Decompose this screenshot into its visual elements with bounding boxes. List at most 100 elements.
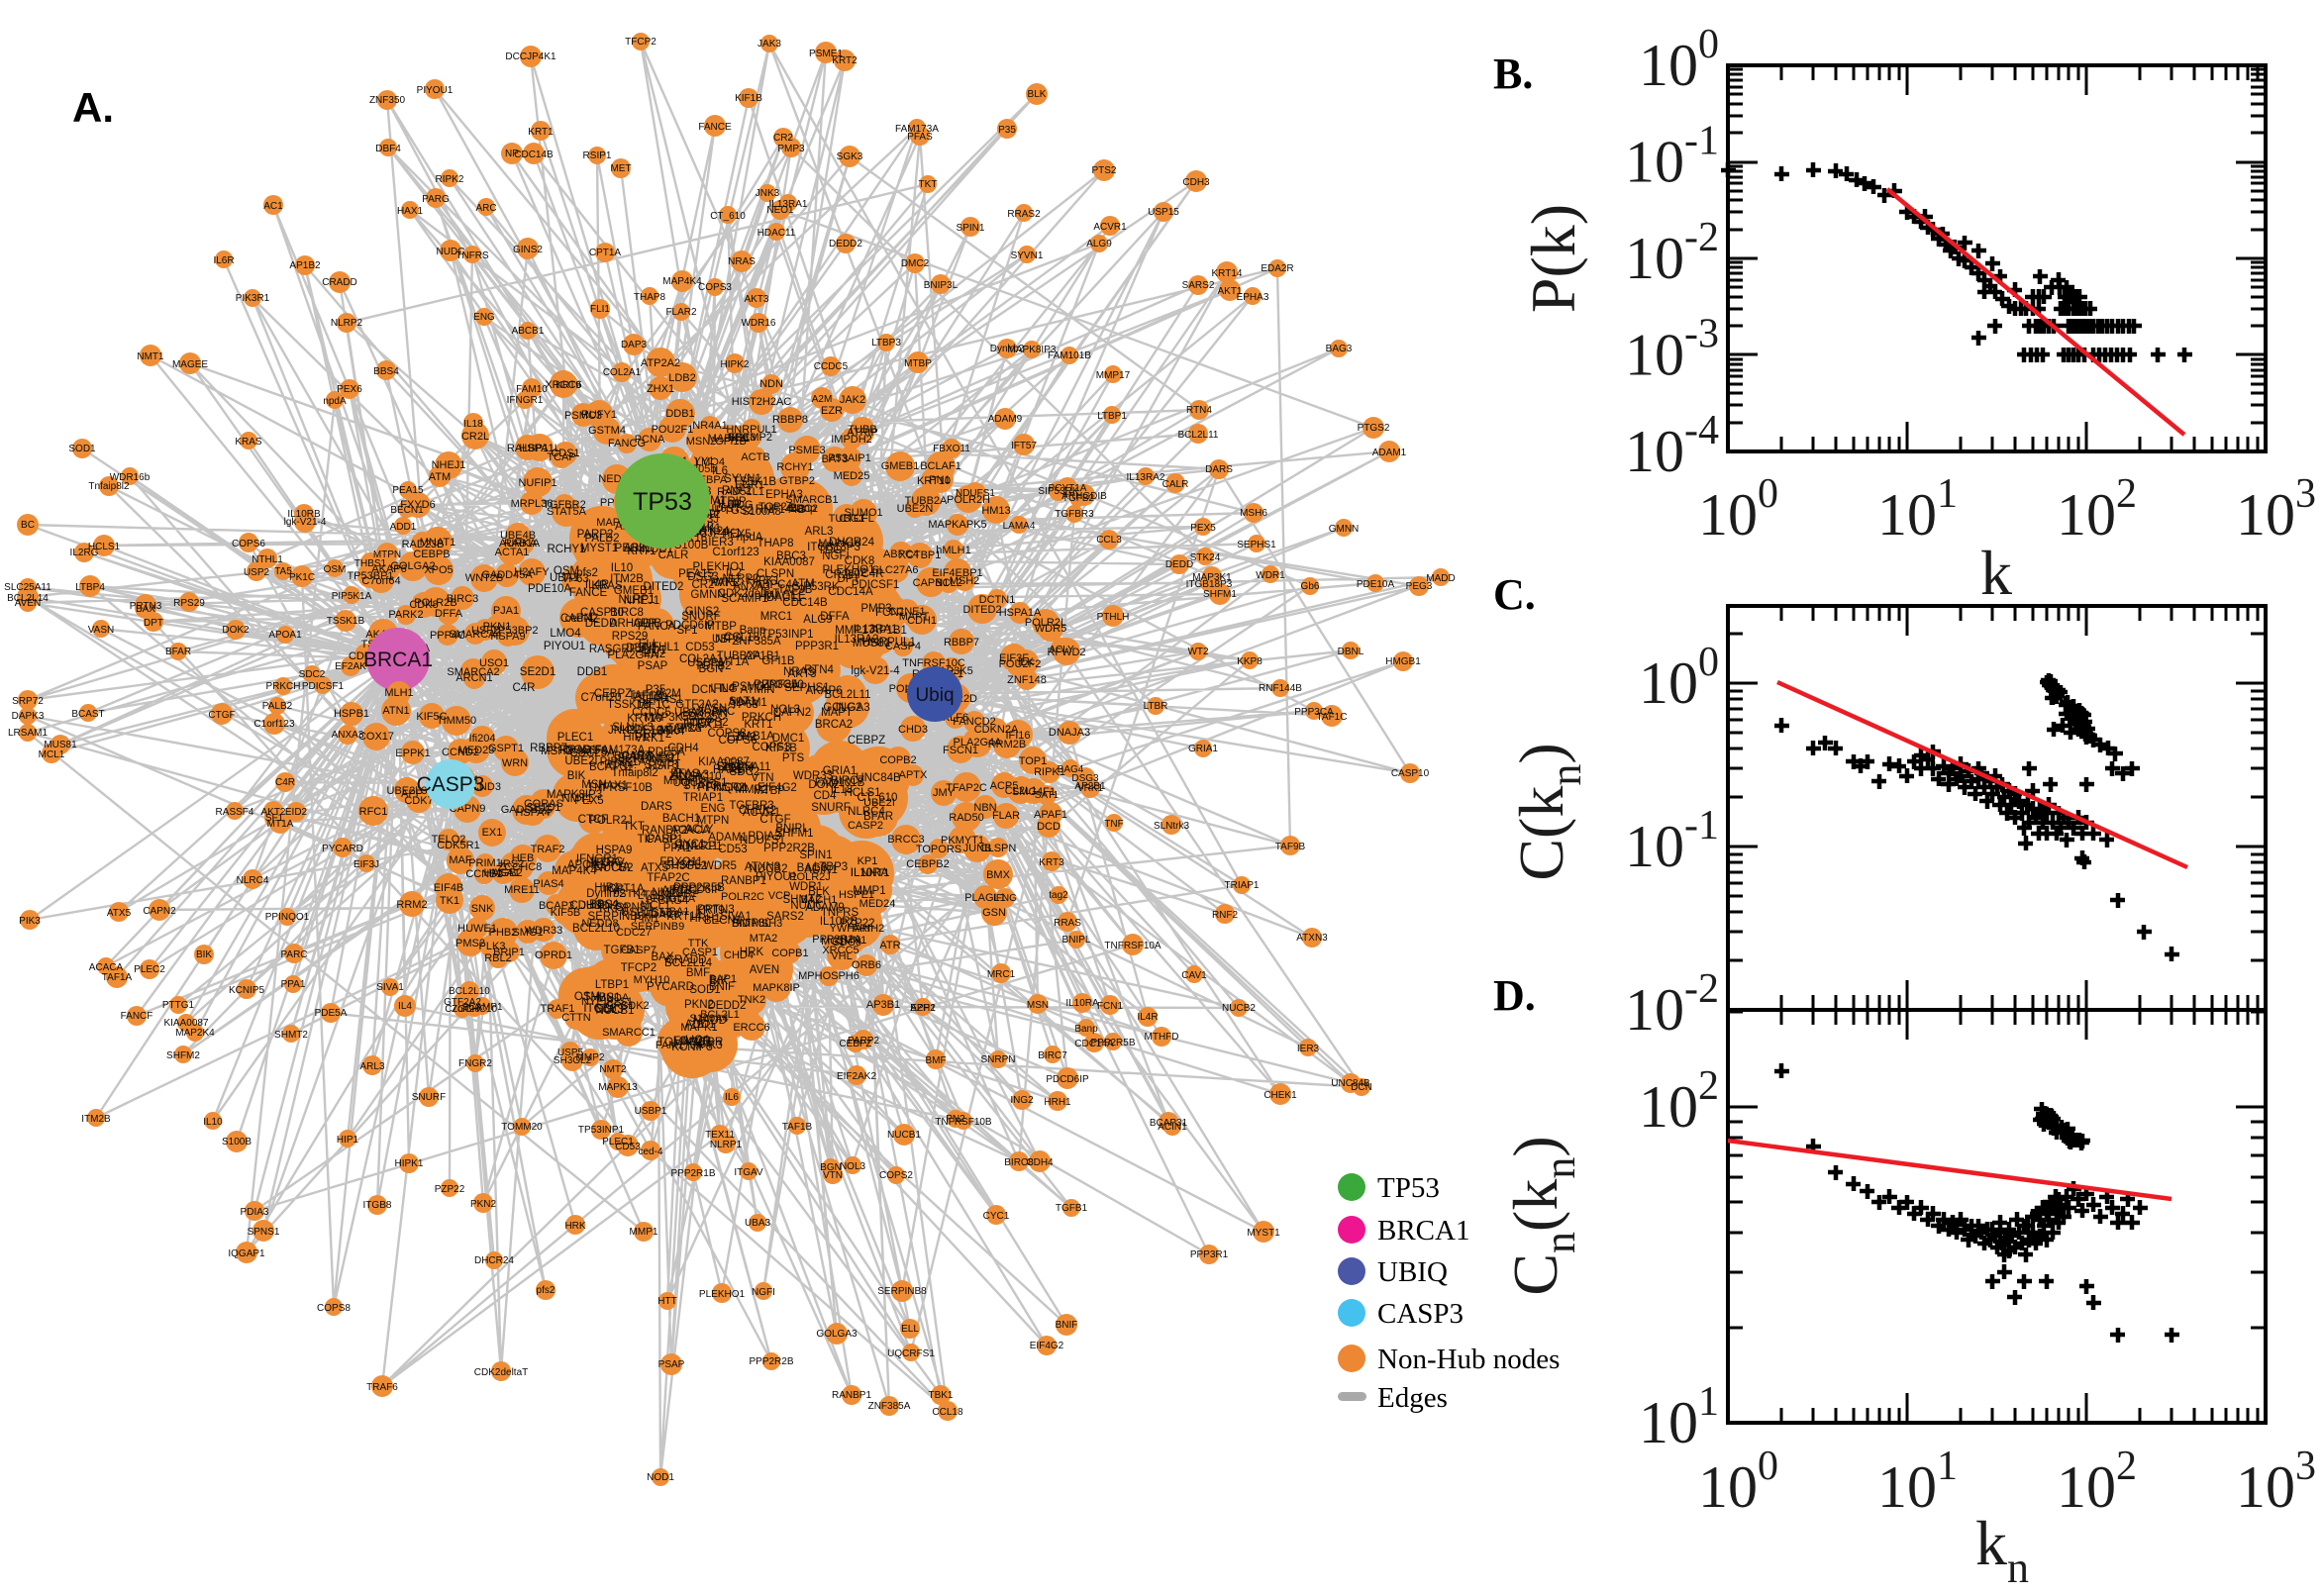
- svg-text:MAGEE: MAGEE: [764, 590, 806, 602]
- svg-text:LDB2: LDB2: [668, 372, 696, 384]
- svg-text:hMLH1: hMLH1: [936, 545, 970, 556]
- svg-text:CHD4: CHD4: [724, 949, 754, 961]
- svg-text:NUCB2: NUCB2: [1222, 1003, 1256, 1014]
- svg-text:PDE10A: PDE10A: [528, 583, 571, 595]
- svg-text:PFAS: PFAS: [670, 768, 700, 780]
- svg-text:DCN: DCN: [729, 763, 754, 775]
- svg-text:STAT3: STAT3: [645, 759, 678, 771]
- svg-text:SIP53RK: SIP53RK: [792, 581, 840, 593]
- svg-text:BNIPL: BNIPL: [775, 823, 809, 835]
- svg-text:NEDD8: NEDD8: [581, 918, 618, 930]
- svg-text:FLAR2: FLAR2: [665, 307, 697, 318]
- svg-text:ATX5: ATX5: [641, 862, 668, 874]
- svg-text:PARP2: PARP2: [848, 1036, 879, 1047]
- svg-text:GMNN: GMNN: [1329, 524, 1360, 535]
- svg-text:GOLGA2: GOLGA2: [390, 560, 435, 572]
- svg-text:PPINQO1: PPINQO1: [697, 782, 748, 794]
- svg-text:IFNGR1: IFNGR1: [507, 395, 544, 406]
- svg-text:CCL18: CCL18: [932, 1407, 963, 1418]
- svg-text:CYC1: CYC1: [983, 1211, 1010, 1222]
- svg-text:CCNE1: CCNE1: [888, 606, 925, 618]
- svg-text:MMP1: MMP1: [630, 1227, 658, 1238]
- svg-text:MTHFD: MTHFD: [1145, 1032, 1179, 1043]
- svg-text:RTN4: RTN4: [604, 759, 634, 771]
- svg-text:MYH10: MYH10: [634, 974, 670, 986]
- svg-text:TK1: TK1: [440, 895, 459, 907]
- svg-text:GFI1B: GFI1B: [761, 655, 795, 667]
- svg-text:PIYOU1: PIYOU1: [544, 641, 585, 652]
- svg-text:BCL2L11: BCL2L11: [1178, 430, 1219, 441]
- svg-text:PDICSF1: PDICSF1: [302, 681, 345, 692]
- svg-text:MTBP: MTBP: [705, 621, 737, 633]
- svg-text:BNIPL: BNIPL: [1062, 935, 1091, 946]
- svg-text:PPP3CA: PPP3CA: [1294, 707, 1334, 718]
- svg-text:DPT: DPT: [144, 618, 163, 629]
- svg-text:USBP1: USBP1: [635, 1106, 667, 1117]
- svg-text:SLNtrk3: SLNtrk3: [1154, 821, 1190, 832]
- svg-text:ADD1: ADD1: [390, 522, 417, 533]
- svg-text:TSSK1B: TSSK1B: [327, 616, 365, 627]
- svg-text:FANCG: FANCG: [608, 438, 646, 449]
- svg-text:DCCJP4K1: DCCJP4K1: [505, 51, 556, 62]
- svg-text:LMO4: LMO4: [550, 628, 581, 640]
- svg-text:ITM2B: ITM2B: [81, 1114, 111, 1125]
- svg-text:KRT1: KRT1: [744, 719, 772, 731]
- svg-text:ACACA: ACACA: [89, 962, 124, 973]
- svg-text:CEBPB2: CEBPB2: [906, 858, 949, 870]
- svg-text:PPP3CA: PPP3CA: [754, 679, 799, 691]
- svg-text:NRAS: NRAS: [783, 666, 815, 678]
- svg-text:LTBR: LTBR: [1144, 701, 1168, 712]
- svg-text:Tnfaip8l2: Tnfaip8l2: [88, 481, 130, 492]
- svg-text:DMC1: DMC1: [772, 733, 805, 745]
- svg-text:FAM173A: FAM173A: [595, 745, 646, 756]
- svg-text:ZHX1: ZHX1: [647, 383, 674, 395]
- svg-text:ATN1: ATN1: [382, 705, 409, 717]
- svg-text:KRT1: KRT1: [528, 127, 554, 138]
- svg-text:NGFI: NGFI: [752, 1287, 775, 1298]
- svg-text:KRT9: KRT9: [556, 380, 581, 391]
- svg-text:BAG3: BAG3: [1326, 344, 1353, 354]
- svg-text:EGR1: EGR1: [735, 479, 764, 491]
- svg-text:NHEJ1: NHEJ1: [624, 595, 659, 607]
- svg-text:CHEK2: CHEK2: [739, 805, 776, 817]
- svg-text:BFAR: BFAR: [165, 647, 191, 657]
- svg-text:MPHOSPH6: MPHOSPH6: [798, 970, 859, 982]
- svg-text:WDR16: WDR16: [741, 318, 775, 329]
- svg-text:PDIA3: PDIA3: [241, 1207, 269, 1218]
- svg-text:FBXO11: FBXO11: [659, 856, 702, 868]
- svg-text:KRT14: KRT14: [1212, 268, 1243, 279]
- svg-text:SHFM1: SHFM1: [775, 828, 814, 840]
- svg-text:DARS: DARS: [641, 801, 672, 813]
- svg-text:TGFBR3: TGFBR3: [1055, 509, 1094, 520]
- svg-text:ITGB8: ITGB8: [363, 1200, 392, 1211]
- svg-text:BNIP3L: BNIP3L: [732, 918, 771, 930]
- svg-text:COPS3: COPS3: [698, 282, 732, 293]
- svg-text:HDAC8: HDAC8: [643, 909, 679, 921]
- svg-text:NHEJ1: NHEJ1: [432, 459, 466, 471]
- svg-text:D.: D.: [1493, 971, 1536, 1020]
- svg-text:DBF4: DBF4: [626, 643, 656, 654]
- svg-text:TAF1A: TAF1A: [667, 723, 702, 735]
- svg-text:TBK1: TBK1: [928, 1390, 953, 1401]
- svg-text:IL6R: IL6R: [213, 255, 234, 266]
- svg-text:CALR: CALR: [1162, 479, 1189, 490]
- svg-text:RRM2: RRM2: [396, 899, 427, 911]
- svg-text:SLC25A11: SLC25A11: [717, 761, 771, 773]
- svg-text:SPIN1: SPIN1: [799, 849, 832, 861]
- svg-text:KKP8: KKP8: [1237, 656, 1262, 667]
- svg-text:LAMA4: LAMA4: [717, 761, 755, 773]
- svg-text:UBA3: UBA3: [745, 1218, 771, 1229]
- svg-text:AVEN: AVEN: [750, 964, 779, 976]
- svg-text:MRC1: MRC1: [987, 969, 1016, 980]
- svg-text:BAX: BAX: [651, 951, 673, 963]
- svg-text:PZP22: PZP22: [435, 1184, 465, 1195]
- svg-text:ANXA3: ANXA3: [332, 730, 364, 741]
- svg-text:MAPK8IP3: MAPK8IP3: [547, 789, 602, 801]
- svg-text:BACH1: BACH1: [801, 894, 838, 906]
- svg-text:BMF: BMF: [686, 967, 710, 979]
- svg-text:EZH1: EZH1: [910, 1003, 936, 1014]
- svg-text:SF1: SF1: [265, 813, 284, 824]
- svg-text:npdA: npdA: [737, 532, 763, 544]
- svg-text:USP15: USP15: [621, 907, 656, 919]
- svg-text:ARL3: ARL3: [359, 1061, 384, 1072]
